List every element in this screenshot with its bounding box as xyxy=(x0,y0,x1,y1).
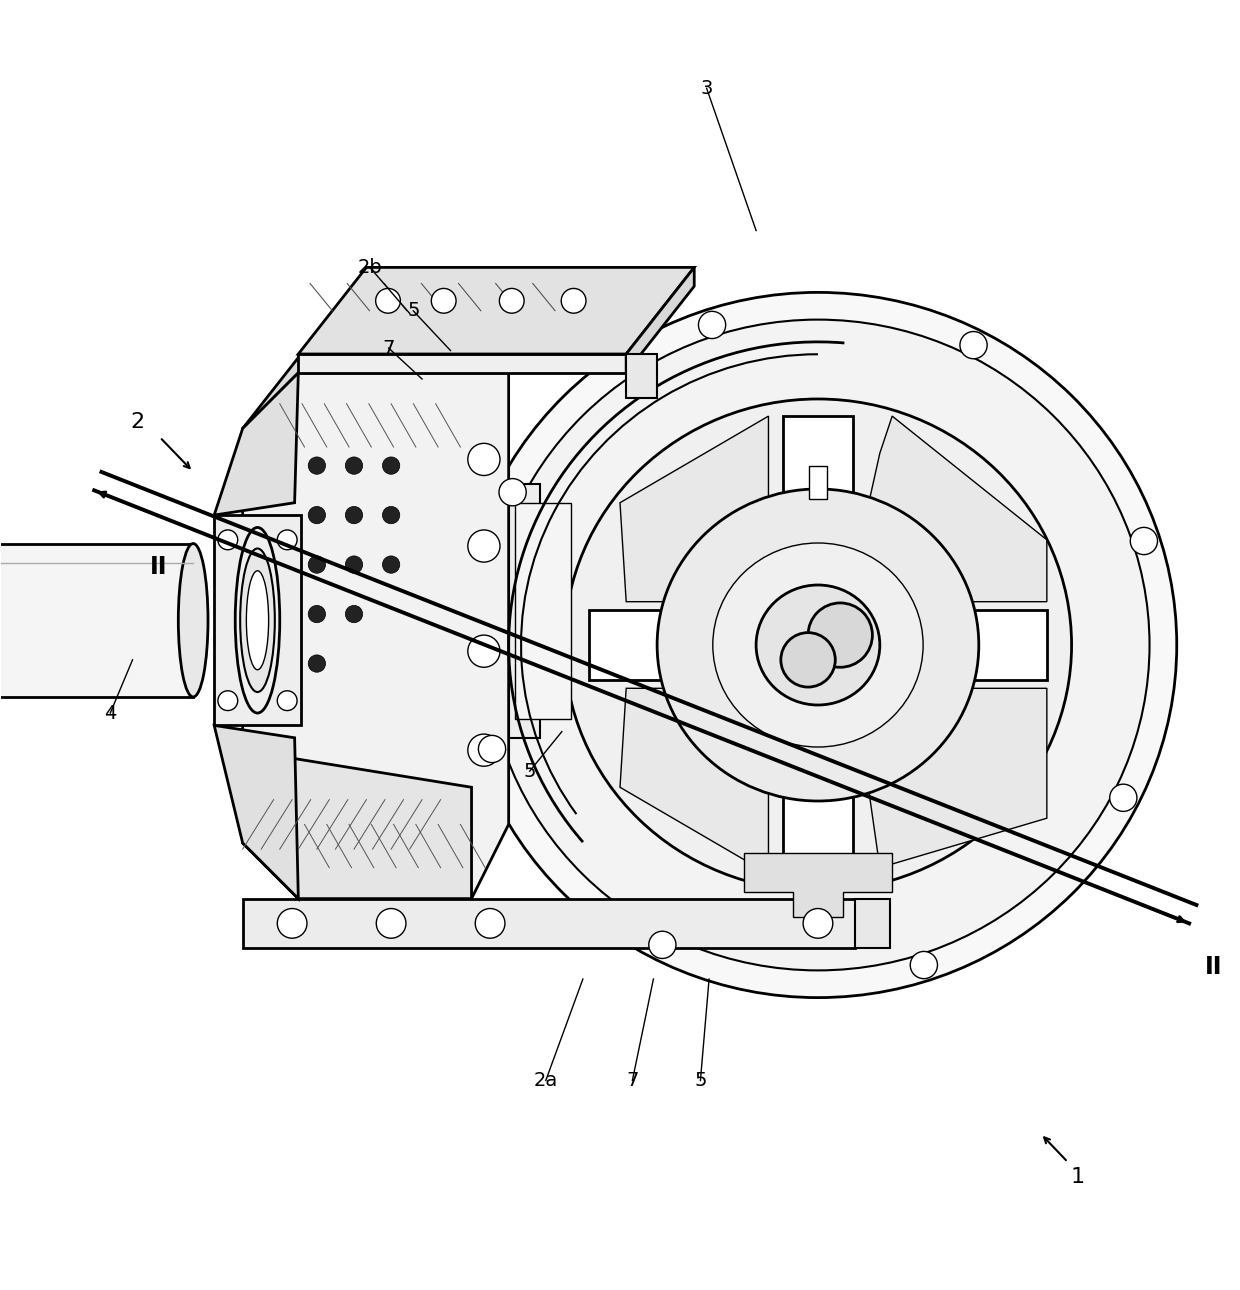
Ellipse shape xyxy=(241,548,275,691)
Polygon shape xyxy=(508,484,539,738)
Polygon shape xyxy=(784,713,853,873)
Polygon shape xyxy=(299,267,694,353)
Circle shape xyxy=(479,735,506,762)
Circle shape xyxy=(345,457,362,475)
Circle shape xyxy=(467,635,500,667)
Circle shape xyxy=(467,444,500,476)
Circle shape xyxy=(467,734,500,766)
Ellipse shape xyxy=(756,584,880,706)
Polygon shape xyxy=(299,286,577,373)
Circle shape xyxy=(467,530,500,562)
Ellipse shape xyxy=(713,543,923,747)
Text: 2: 2 xyxy=(130,413,145,432)
Circle shape xyxy=(309,605,326,623)
Circle shape xyxy=(382,556,399,573)
Text: 1: 1 xyxy=(1070,1167,1085,1187)
Text: 5: 5 xyxy=(407,302,419,320)
Circle shape xyxy=(960,332,987,359)
Polygon shape xyxy=(243,751,471,899)
Text: 7: 7 xyxy=(626,1071,639,1090)
Text: 7: 7 xyxy=(382,338,394,357)
Circle shape xyxy=(475,908,505,938)
Ellipse shape xyxy=(657,489,978,801)
Polygon shape xyxy=(810,466,827,499)
Ellipse shape xyxy=(459,293,1177,997)
Polygon shape xyxy=(626,267,694,373)
Circle shape xyxy=(698,311,725,338)
Polygon shape xyxy=(515,503,570,720)
Polygon shape xyxy=(589,610,750,680)
Polygon shape xyxy=(243,899,856,948)
Circle shape xyxy=(562,289,587,313)
Ellipse shape xyxy=(236,528,280,713)
Polygon shape xyxy=(243,286,366,428)
Polygon shape xyxy=(868,417,1047,601)
Circle shape xyxy=(804,908,833,938)
Circle shape xyxy=(345,507,362,524)
Circle shape xyxy=(382,457,399,475)
Ellipse shape xyxy=(247,570,269,670)
Polygon shape xyxy=(862,689,1047,868)
Circle shape xyxy=(382,507,399,524)
Text: 3: 3 xyxy=(701,79,713,98)
Circle shape xyxy=(500,289,525,313)
Text: 2a: 2a xyxy=(533,1071,558,1090)
Ellipse shape xyxy=(486,320,1149,970)
Polygon shape xyxy=(215,725,299,899)
Circle shape xyxy=(781,632,836,688)
Polygon shape xyxy=(887,610,1047,680)
Circle shape xyxy=(309,655,326,672)
Ellipse shape xyxy=(564,399,1071,891)
Polygon shape xyxy=(620,417,769,601)
Polygon shape xyxy=(626,353,657,397)
Circle shape xyxy=(910,952,937,979)
Text: II: II xyxy=(150,555,167,579)
Circle shape xyxy=(808,602,873,667)
Text: 4: 4 xyxy=(104,703,117,722)
Circle shape xyxy=(309,457,326,475)
Circle shape xyxy=(278,530,298,550)
Circle shape xyxy=(309,556,326,573)
Circle shape xyxy=(376,908,405,938)
Polygon shape xyxy=(215,373,299,515)
Circle shape xyxy=(376,289,401,313)
Polygon shape xyxy=(784,417,853,577)
Circle shape xyxy=(649,931,676,958)
Polygon shape xyxy=(744,853,893,917)
Polygon shape xyxy=(620,689,769,873)
Text: 2b: 2b xyxy=(357,258,382,277)
Polygon shape xyxy=(215,515,301,725)
Circle shape xyxy=(345,556,362,573)
Circle shape xyxy=(345,605,362,623)
Circle shape xyxy=(218,690,238,711)
Circle shape xyxy=(218,530,238,550)
Polygon shape xyxy=(299,353,626,373)
Ellipse shape xyxy=(179,543,208,697)
Circle shape xyxy=(1110,784,1137,811)
Circle shape xyxy=(278,908,308,938)
Circle shape xyxy=(278,690,298,711)
Polygon shape xyxy=(856,899,890,948)
Polygon shape xyxy=(0,543,193,697)
Circle shape xyxy=(498,479,526,506)
Text: 5: 5 xyxy=(694,1071,707,1090)
Circle shape xyxy=(432,289,456,313)
Text: 5: 5 xyxy=(523,761,536,780)
Text: II: II xyxy=(1205,955,1223,979)
Polygon shape xyxy=(243,373,508,899)
Circle shape xyxy=(1131,528,1157,555)
Circle shape xyxy=(309,507,326,524)
